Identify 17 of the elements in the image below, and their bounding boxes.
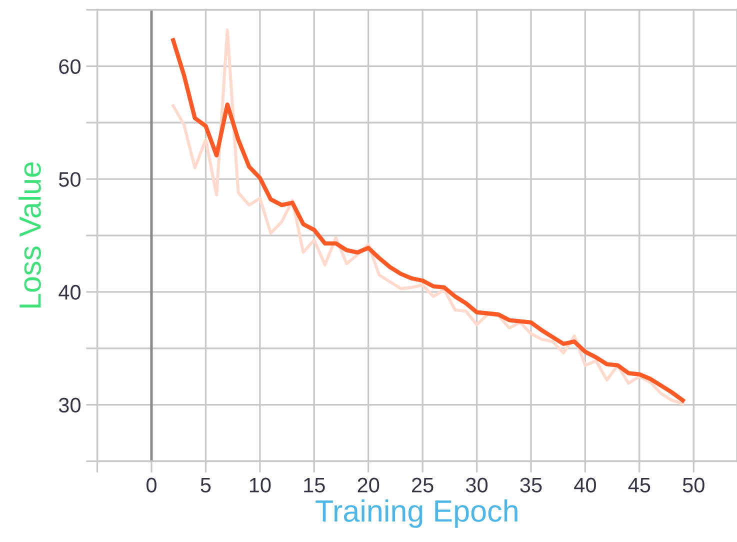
x-tick-label: 0: [146, 478, 156, 493]
x-tick-label: 45: [628, 478, 650, 493]
x-tick-label: 35: [520, 478, 542, 493]
x-tick-label: 10: [250, 478, 271, 493]
y-tick-label: 50: [58, 172, 80, 187]
x-tick-label: 50: [682, 478, 704, 493]
y-axis-title: Loss Value: [18, 162, 41, 308]
x-tick-label: 40: [574, 478, 596, 493]
x-tick-label: 25: [412, 478, 434, 493]
x-axis-title: Training Epoch: [316, 499, 518, 528]
x-tick-label: 30: [466, 478, 488, 493]
y-tick-label: 60: [59, 59, 80, 74]
x-tick-label: 15: [304, 478, 325, 493]
x-tick-label: 5: [200, 478, 211, 493]
x-tick-label: 20: [358, 478, 380, 493]
y-tick-label: 40: [58, 284, 80, 300]
y-tick-label: 30: [58, 398, 80, 413]
